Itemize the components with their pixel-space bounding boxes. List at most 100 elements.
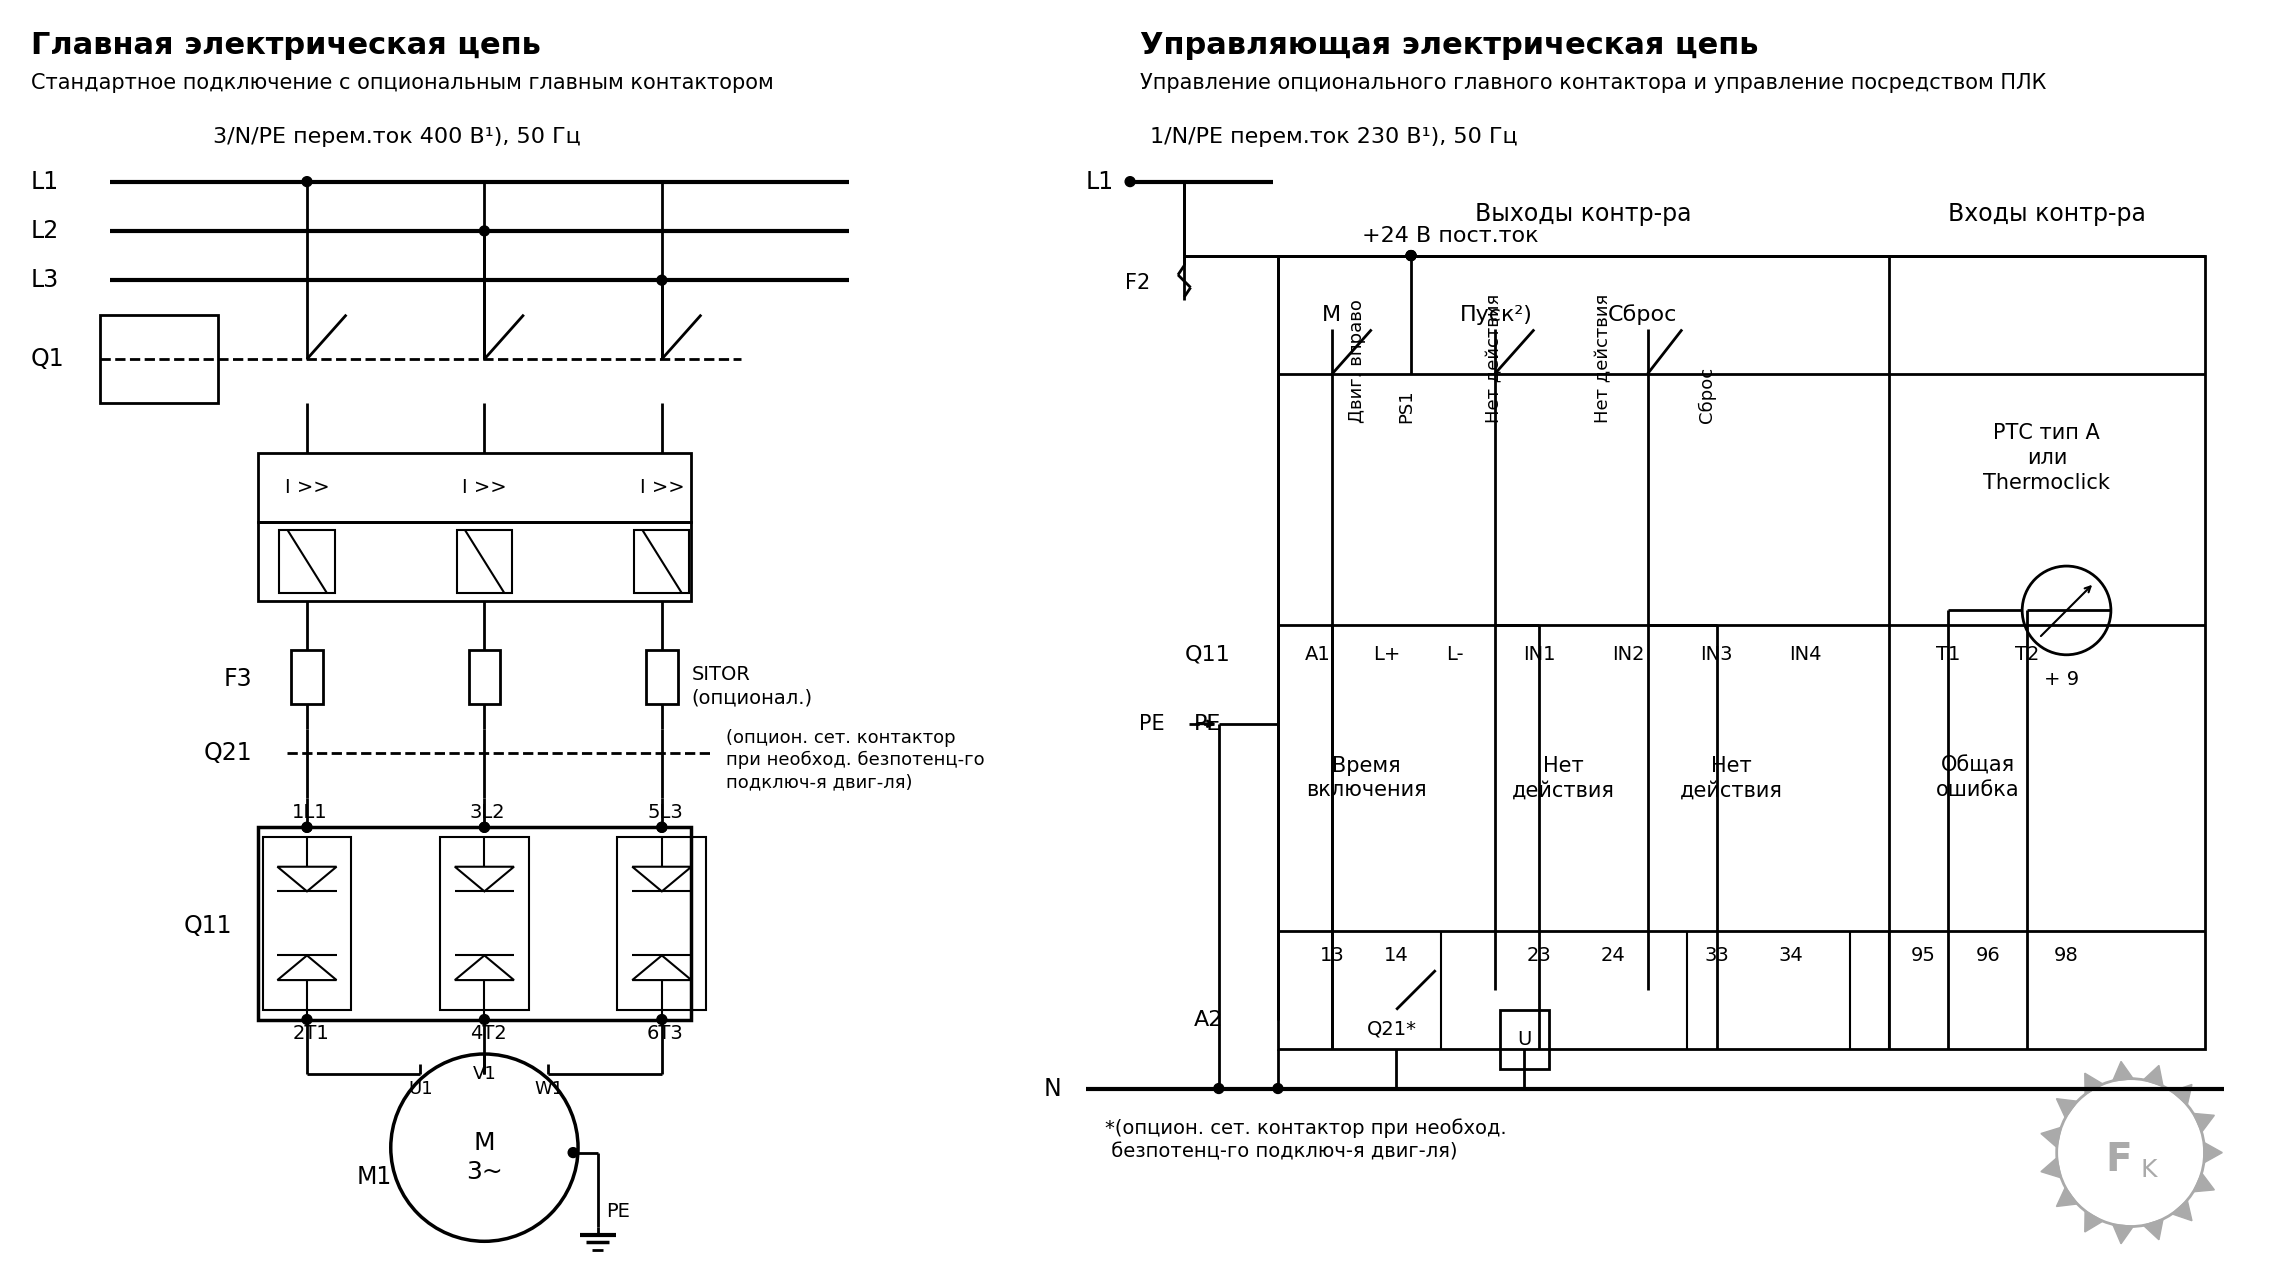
Bar	[263, 837, 352, 1010]
Text: U1: U1	[407, 1079, 432, 1097]
Text: IN1: IN1	[1522, 645, 1554, 664]
Text: Q11: Q11	[1184, 645, 1230, 664]
Bar	[258, 522, 690, 600]
Text: Q11: Q11	[183, 914, 233, 938]
Text: Время
включения: Время включения	[1305, 755, 1426, 800]
Text: L-: L-	[1447, 645, 1465, 664]
Text: PE: PE	[1138, 714, 1164, 733]
Text: 14: 14	[1383, 946, 1408, 965]
Polygon shape	[2057, 1098, 2078, 1117]
Circle shape	[569, 1148, 578, 1157]
Text: I >>: I >>	[640, 477, 684, 497]
Bar	[617, 837, 706, 1010]
Text: Нет
действия: Нет действия	[1680, 755, 1783, 800]
Text: IN2: IN2	[1612, 645, 1644, 664]
Polygon shape	[2085, 1211, 2103, 1231]
Circle shape	[302, 822, 311, 832]
Circle shape	[1406, 251, 1415, 261]
Bar	[457, 530, 512, 593]
Text: + 9: + 9	[2044, 669, 2080, 689]
Text: Управляющая электрическая цепь: Управляющая электрическая цепь	[1141, 31, 1758, 60]
Text: Главная электрическая цепь: Главная электрическая цепь	[32, 31, 542, 60]
Text: F3: F3	[224, 667, 251, 691]
Circle shape	[656, 275, 668, 285]
Text: A1: A1	[1305, 645, 1330, 664]
Text: Пуск²): Пуск²)	[1461, 305, 1534, 325]
Circle shape	[480, 822, 489, 832]
Text: N: N	[1042, 1076, 1061, 1101]
Text: Нет действия: Нет действия	[1593, 294, 1612, 424]
Text: 6T3: 6T3	[647, 1024, 684, 1043]
Circle shape	[480, 822, 489, 832]
Bar	[258, 453, 690, 522]
Bar	[101, 315, 217, 403]
Text: U: U	[1518, 1029, 1532, 1048]
Polygon shape	[2041, 1128, 2062, 1147]
Polygon shape	[2112, 1225, 2133, 1244]
Text: Q21: Q21	[203, 741, 251, 765]
Text: Выходы контр-ра: Выходы контр-ра	[1474, 202, 1692, 227]
Text: K: K	[2140, 1158, 2156, 1183]
Circle shape	[656, 822, 668, 832]
Text: I >>: I >>	[286, 477, 329, 497]
Bar	[469, 650, 501, 704]
Text: F: F	[2105, 1142, 2133, 1179]
Text: 2T1: 2T1	[293, 1024, 329, 1043]
Bar	[647, 650, 677, 704]
Bar	[633, 530, 690, 593]
Bar	[1500, 1010, 1550, 1069]
Text: I >>: I >>	[462, 477, 507, 497]
Bar	[290, 650, 322, 704]
Circle shape	[656, 822, 668, 832]
Text: PE: PE	[606, 1202, 629, 1221]
Polygon shape	[2112, 1061, 2133, 1080]
Text: Q21*: Q21*	[1367, 1020, 1417, 1039]
Bar	[439, 837, 528, 1010]
Polygon shape	[2192, 1114, 2215, 1133]
Text: 34: 34	[1779, 946, 1804, 965]
Text: A2: A2	[1193, 1010, 1223, 1029]
Text: Входы контр-ра: Входы контр-ра	[1948, 202, 2147, 227]
Circle shape	[1406, 251, 1415, 261]
Text: PS1: PS1	[1397, 389, 1415, 424]
Text: 98: 98	[2055, 946, 2078, 965]
Text: SITOR
(опционал.): SITOR (опционал.)	[690, 664, 812, 707]
Circle shape	[1273, 1084, 1282, 1093]
Text: Двиг. вправо: Двиг. вправо	[1349, 300, 1365, 424]
Text: 95: 95	[1911, 946, 1936, 965]
Text: L2: L2	[32, 219, 59, 243]
Polygon shape	[2204, 1142, 2222, 1164]
Bar	[279, 530, 334, 593]
Circle shape	[656, 1015, 668, 1024]
Text: 3L2: 3L2	[469, 803, 505, 822]
Text: 1L1: 1L1	[293, 803, 327, 822]
Text: T1: T1	[1936, 645, 1961, 664]
Polygon shape	[2144, 1219, 2163, 1240]
Text: Сброс: Сброс	[1698, 367, 1717, 424]
Circle shape	[302, 822, 311, 832]
Circle shape	[302, 1015, 311, 1024]
Text: F2: F2	[1125, 273, 1150, 293]
Polygon shape	[2144, 1065, 2163, 1087]
Text: L3: L3	[32, 269, 59, 292]
Text: 3/N/PE перем.ток 400 В¹), 50 Гц: 3/N/PE перем.ток 400 В¹), 50 Гц	[213, 127, 581, 147]
Polygon shape	[2172, 1084, 2192, 1105]
Text: V1: V1	[473, 1065, 496, 1083]
Text: Нет
действия: Нет действия	[1513, 755, 1616, 800]
Circle shape	[302, 177, 311, 187]
Text: (опцион. сет. контактор
при необход. безпотенц-го
подключ-я двиг-ля): (опцион. сет. контактор при необход. без…	[727, 728, 985, 791]
Text: Управление опционального главного контактора и управление посредством ПЛК: Управление опционального главного контак…	[1141, 73, 2046, 93]
Text: 13: 13	[1319, 946, 1344, 965]
Circle shape	[480, 1015, 489, 1024]
Text: IN4: IN4	[1790, 645, 1822, 664]
Polygon shape	[2172, 1201, 2192, 1221]
Text: L1: L1	[1086, 170, 1113, 193]
Text: 1/N/PE перем.ток 230 В¹), 50 Гц: 1/N/PE перем.ток 230 В¹), 50 Гц	[1150, 127, 1518, 147]
Text: W1: W1	[535, 1079, 562, 1097]
Text: 24: 24	[1600, 946, 1625, 965]
Polygon shape	[2057, 1188, 2078, 1207]
Text: M: M	[1321, 305, 1342, 325]
Text: Q1: Q1	[32, 347, 64, 371]
Polygon shape	[2192, 1172, 2215, 1192]
Circle shape	[1214, 1084, 1223, 1093]
